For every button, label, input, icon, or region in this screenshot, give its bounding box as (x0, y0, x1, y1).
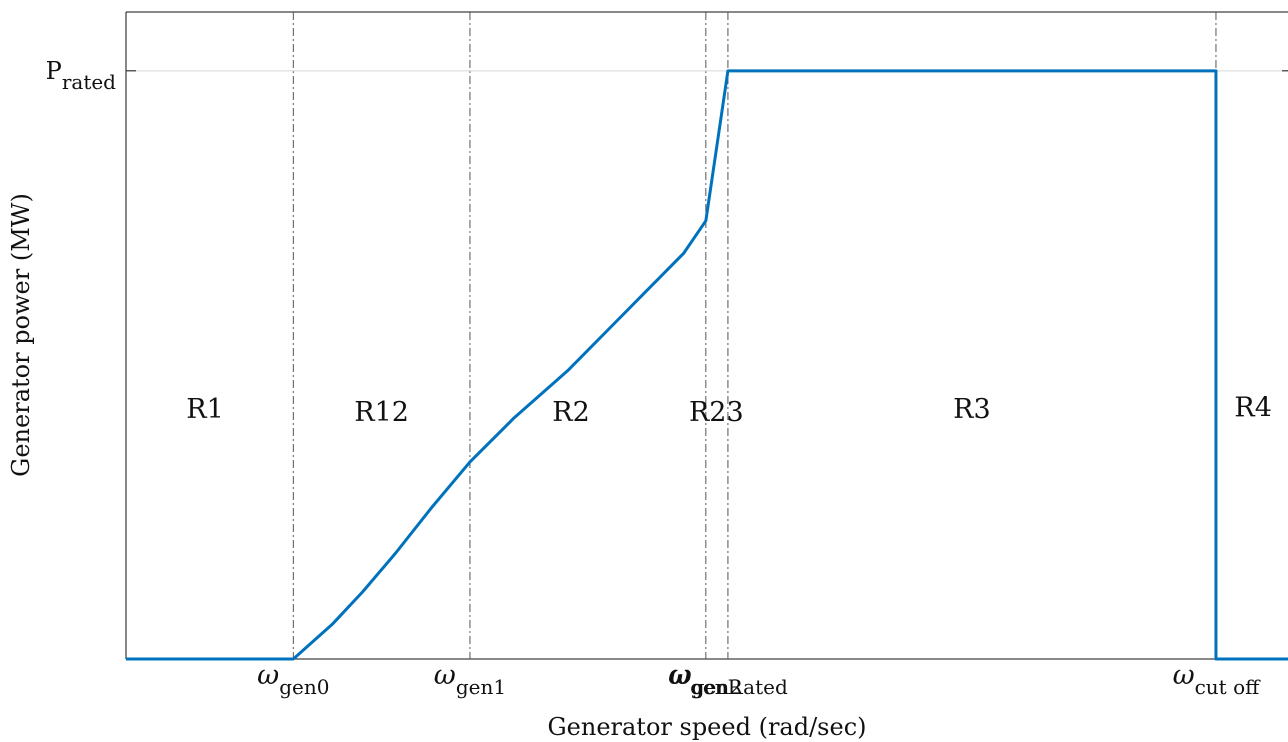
y-tick-label-1: Prated (46, 57, 117, 94)
x-tick-label-2: ωgen1 (434, 660, 506, 699)
plot-area (125, 11, 1288, 660)
x-tick-sub-4: genRated (690, 675, 788, 699)
region-layer: R1 R12 R2 R23 R3 R4 (186, 393, 1272, 428)
x-tick-main-5: ω (1173, 660, 1195, 691)
x-tick-main-3: ω (670, 660, 692, 691)
region-label-r12: R12 (354, 397, 409, 428)
region-label-r2: R2 (552, 397, 590, 428)
x-tick-label-3: ωgen2 (670, 660, 742, 699)
x-tick-main-2: ω (434, 660, 456, 691)
region-label-r1: R1 (186, 394, 224, 425)
y-tick-main-1: P (46, 57, 62, 85)
x-tick-5: ωcut off (1173, 660, 1262, 699)
y-axis-title: Generator power (MW) (7, 193, 35, 477)
region-label-r23: R23 (689, 397, 744, 428)
region-label-r4: R4 (1234, 393, 1272, 424)
x-tick-main-1: ω (257, 660, 279, 691)
x-tick-label-5: ωcut off (1173, 660, 1262, 699)
x-tick-4: ωgenRated (668, 660, 788, 699)
x-tick-sub-3: gen2 (692, 675, 742, 699)
power-curve-series-1 (126, 69, 1288, 661)
series-layer (126, 69, 1288, 661)
x-axis-title: Generator speed (rad/sec) (547, 713, 866, 741)
y-tick-sub-1: rated (62, 70, 116, 94)
x-tick-sub-2: gen1 (456, 675, 506, 699)
reference-lines (126, 12, 1288, 659)
x-tick-sub-1: gen0 (279, 675, 329, 699)
region-label-r3: R3 (953, 394, 991, 425)
x-tick-label-4: ωgenRated (668, 660, 788, 699)
x-tick-3: ωgen2 (670, 660, 742, 699)
x-tick-sub-5: cut off (1195, 675, 1262, 699)
y-tick-layer: Prated (46, 57, 1288, 94)
x-tick-2: ωgen1 (434, 660, 506, 699)
x-tick-1: ωgen0 (257, 660, 329, 699)
x-tick-label-1: ωgen0 (257, 660, 329, 699)
x-tick-main-4: ω (668, 660, 690, 691)
